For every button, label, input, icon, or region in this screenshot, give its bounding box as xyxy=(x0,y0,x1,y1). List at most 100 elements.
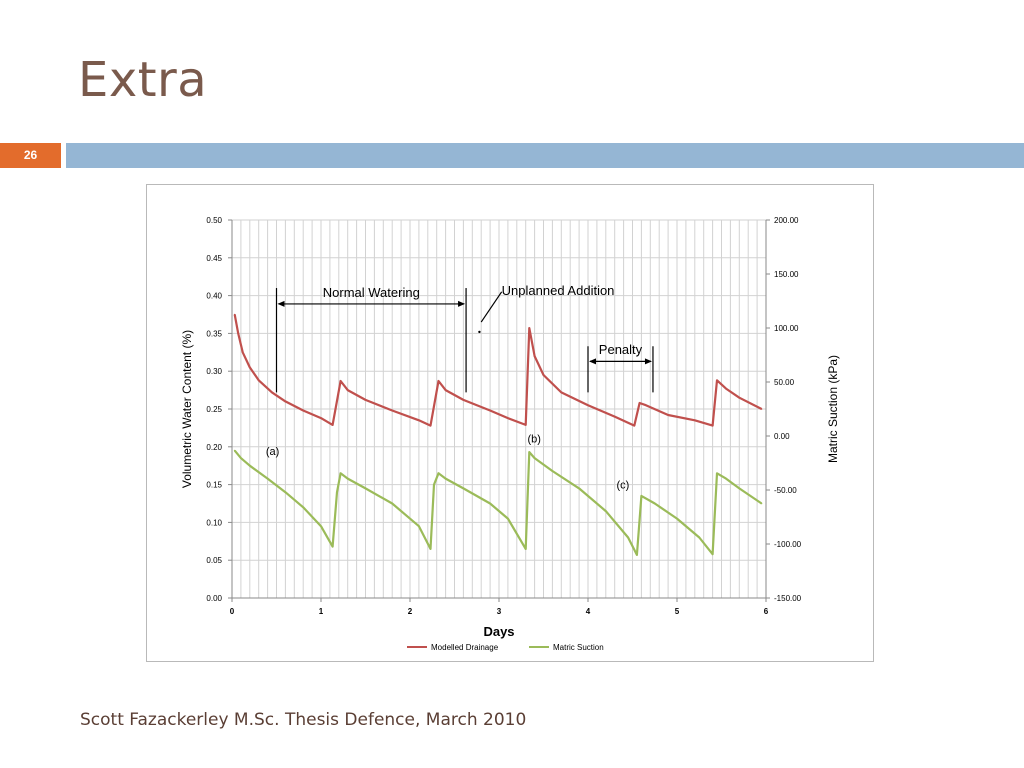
series-modelled-drainage-point xyxy=(613,415,616,418)
annotation-c: (c) xyxy=(616,479,629,491)
series-modelled-drainage-point xyxy=(645,404,647,407)
unplanned-addition-dot xyxy=(478,330,481,334)
series-modelled-drainage-point xyxy=(711,424,714,427)
series-matric-suction-point xyxy=(339,472,342,475)
axes: 0.00 0.05 0.10 0.15 0.20 0.25 0.30 0.35 0.40 0.45… xyxy=(180,216,840,639)
series-modelled-drainage-point xyxy=(346,389,349,391)
series-matric-suction-point xyxy=(462,487,465,490)
series-matric-suction-point xyxy=(266,477,269,480)
series-modelled-drainage-point xyxy=(667,414,669,416)
series-modelled-drainage-point xyxy=(542,374,545,376)
y2-tick-label: -150.00 xyxy=(774,594,802,603)
x-tick-label: 1 xyxy=(319,607,324,616)
y-tick-label: 0.45 xyxy=(206,254,222,263)
series-modelled-drainage-point xyxy=(524,424,527,426)
series-modelled-drainage-point xyxy=(638,402,641,404)
legend-label-matric-suction: Matric Suction xyxy=(553,643,604,652)
annotation-b: (b) xyxy=(527,433,540,445)
x-axis-title: Days xyxy=(483,624,514,639)
series-modelled-drainage-point xyxy=(237,332,240,335)
series-modelled-drainage-point xyxy=(391,409,393,412)
series-modelled-drainage-point xyxy=(738,396,741,399)
series-modelled-drainage-point xyxy=(694,419,696,422)
header-bar xyxy=(66,143,1024,168)
series-matric-suction-point xyxy=(725,477,727,480)
series-matric-suction-point xyxy=(528,451,531,453)
series-modelled-drainage-point xyxy=(528,327,531,329)
y2-tick-label: 0.00 xyxy=(774,432,790,441)
series-matric-suction-point xyxy=(437,472,440,475)
series-matric-suction xyxy=(233,449,763,556)
series-matric-suction-point xyxy=(429,548,432,550)
series-modelled-drainage-point xyxy=(320,417,322,419)
series-modelled-drainage-point xyxy=(241,351,244,354)
series-modelled-drainage-point xyxy=(271,391,273,394)
y-tick-label: 0.20 xyxy=(206,443,222,452)
y-tick-label: 0.05 xyxy=(206,556,222,565)
series-modelled-drainage-point xyxy=(364,399,367,401)
chart-svg: 0.00 0.05 0.10 0.15 0.20 0.25 0.30 0.35 0.40 0.45… xyxy=(180,216,840,652)
series-matric-suction-point xyxy=(578,487,580,490)
y-tick-label: 0.00 xyxy=(206,594,222,603)
series-modelled-drainage-point xyxy=(284,400,287,403)
annotation-a: (a) xyxy=(266,446,279,458)
series-matric-suction-point xyxy=(346,477,349,480)
unplanned-addition-label: Unplanned Addition xyxy=(502,283,615,298)
y2-tick-label: 100.00 xyxy=(774,324,799,333)
y2-tick-label: 200.00 xyxy=(774,216,799,225)
series-matric-suction-point xyxy=(605,510,607,512)
series-matric-suction-point xyxy=(489,502,491,505)
series-modelled-drainage-point xyxy=(444,389,447,391)
normal-watering-label: Normal Watering xyxy=(323,285,420,300)
series-matric-suction-point xyxy=(364,487,367,490)
y2-tick-label: -100.00 xyxy=(774,540,802,549)
series-modelled-drainage-point xyxy=(331,424,334,426)
series-modelled-drainage-point xyxy=(418,419,420,422)
series-modelled-drainage-point xyxy=(233,313,236,316)
series-matric-suction-point xyxy=(444,477,447,480)
y-tick-label: 0.40 xyxy=(206,292,222,301)
series-matric-suction-point xyxy=(320,525,322,527)
legend-label-modelled-drainage: Modelled Drainage xyxy=(431,643,499,652)
normal-watering-arrow-right xyxy=(458,300,466,307)
penalty-label: Penalty xyxy=(599,342,643,357)
series-matric-suction-point xyxy=(302,506,304,509)
series-matric-suction-point xyxy=(738,487,741,490)
series-matric-suction-point xyxy=(653,502,656,505)
series-modelled-drainage-point xyxy=(760,408,763,410)
series-modelled-drainage-point xyxy=(437,380,440,382)
y2-axis-title: Matric Suction (kPa) xyxy=(826,355,840,463)
series-matric-suction-point xyxy=(636,554,638,556)
x-tick-label: 4 xyxy=(586,607,591,616)
series-matric-suction-point xyxy=(233,449,236,452)
series-modelled-drainage xyxy=(233,314,763,427)
series-modelled-drainage-point xyxy=(429,424,432,427)
series-matric-suction-point xyxy=(249,464,251,467)
series-matric-suction-point xyxy=(533,457,536,459)
series-modelled-drainage-point xyxy=(302,409,304,412)
y-tick-label: 0.30 xyxy=(206,367,222,376)
x-tick-label: 3 xyxy=(497,607,502,616)
x-tick-label: 5 xyxy=(675,607,680,616)
y2-tick-label: 50.00 xyxy=(774,378,795,387)
series xyxy=(233,313,763,556)
penalty-arrow-left xyxy=(589,358,596,365)
series-modelled-drainage-point xyxy=(587,404,589,407)
y2-tick-label: 150.00 xyxy=(774,270,799,279)
series-modelled-drainage-point xyxy=(489,409,491,412)
series-modelled-drainage-point xyxy=(462,399,465,401)
series-matric-suction-point xyxy=(698,536,701,539)
legend: Modelled Drainage Matric Suction xyxy=(407,643,604,652)
series-modelled-drainage-point xyxy=(716,379,718,382)
series-modelled-drainage-point xyxy=(725,387,727,390)
series-modelled-drainage-point xyxy=(507,417,509,419)
penalty-arrow-right xyxy=(644,358,652,365)
grid xyxy=(231,219,767,599)
annotations: Normal Watering Unplanned Addition Penalty… xyxy=(266,283,654,491)
chart-frame: 0.00 0.05 0.10 0.15 0.20 0.25 0.30 0.35 0.40 0.45… xyxy=(146,184,874,662)
series-matric-suction-point xyxy=(711,553,714,555)
series-matric-suction-point xyxy=(331,545,334,548)
series-matric-suction-point xyxy=(676,517,678,520)
series-matric-suction-point xyxy=(433,483,435,486)
y2-tick-label: -50.00 xyxy=(774,486,797,495)
